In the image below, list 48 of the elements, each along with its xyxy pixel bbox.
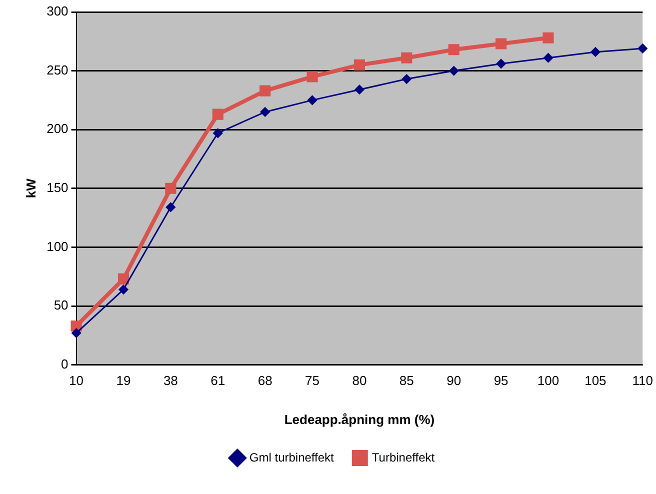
- point: [449, 66, 459, 76]
- x-tick-label: 90: [446, 373, 462, 388]
- point: [213, 128, 223, 138]
- point: [543, 53, 553, 63]
- point: [448, 44, 460, 56]
- point: [638, 44, 648, 54]
- x-tick-label: 75: [305, 373, 320, 388]
- x-tick-label: 95: [494, 373, 508, 388]
- x-tick-label: 68: [258, 373, 272, 388]
- point: [166, 202, 176, 212]
- point: [401, 52, 412, 64]
- point: [542, 32, 554, 44]
- point: [590, 47, 600, 57]
- point: [402, 74, 412, 84]
- point: [354, 84, 364, 94]
- y-tick-label: 200: [46, 121, 68, 136]
- x-tick-label: 105: [584, 373, 606, 388]
- legend-label: Gml turbineffekt: [249, 450, 335, 464]
- y-tick-label: 150: [46, 180, 68, 195]
- point: [496, 38, 507, 50]
- point: [212, 108, 224, 120]
- x-tick-label: 19: [116, 373, 131, 388]
- x-tick-label: 110: [632, 373, 654, 388]
- point: [165, 182, 176, 194]
- y-tick-label: 50: [54, 298, 68, 313]
- x-tick-label: 85: [399, 373, 414, 388]
- x-axis-title: Ledeapp.åpning mm (%): [284, 412, 435, 427]
- y-tick-label: 250: [46, 62, 68, 78]
- point: [260, 107, 270, 117]
- x-tick-label: 10: [69, 373, 84, 388]
- x-tick-label: 80: [352, 373, 367, 388]
- point: [118, 273, 130, 284]
- y-tick-label: 0: [61, 356, 68, 372]
- y-axis-title: kW: [23, 178, 38, 198]
- point: [260, 85, 271, 96]
- point: [118, 284, 128, 294]
- x-tick-label: 100: [537, 373, 560, 388]
- y-tick-label: 300: [46, 4, 68, 19]
- point: [308, 95, 318, 105]
- point: [496, 58, 506, 68]
- point: [354, 59, 365, 70]
- x-tick-label: 61: [210, 373, 226, 388]
- point: [70, 320, 82, 332]
- legend-label: Turbineffekt: [372, 450, 436, 464]
- point: [72, 328, 82, 338]
- point: [306, 71, 318, 82]
- x-tick-label: 38: [163, 373, 178, 388]
- y-tick-label: 100: [46, 238, 68, 254]
